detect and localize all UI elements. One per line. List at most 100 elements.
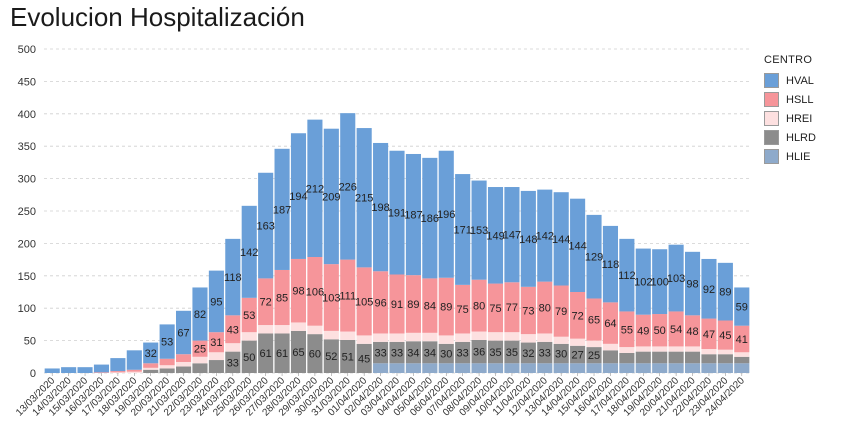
data-label-hlrd: 51	[342, 351, 354, 363]
data-label-hval: 186	[421, 213, 439, 225]
bar-hsll	[208, 332, 224, 353]
bar-hlie	[668, 363, 684, 373]
data-label-hsll: 84	[424, 301, 436, 313]
data-label-hval: 95	[210, 296, 222, 308]
bar-hsll	[356, 267, 372, 336]
legend: CENTRO HVAL HSLL HREI HLRD HLIE	[764, 54, 816, 166]
data-label-hlrd: 52	[325, 351, 337, 363]
bar-hsll	[126, 369, 142, 372]
bar-hsll	[734, 325, 750, 353]
bar-hlrd	[734, 356, 750, 364]
legend-item-hrei: HREI	[764, 109, 816, 128]
bar-hrei	[192, 356, 208, 364]
data-label-hval: 98	[686, 279, 698, 291]
bar-hlrd	[225, 351, 241, 373]
bar-hlie	[487, 363, 504, 373]
bar-hval	[635, 248, 651, 315]
bar-hlie	[405, 363, 421, 373]
bar-hlrd	[307, 334, 323, 373]
legend-item-hval: HVAL	[764, 71, 816, 90]
bar-hval	[274, 148, 290, 270]
data-label-hsll: 103	[322, 293, 340, 305]
bar-hsll	[405, 275, 421, 333]
bar-hsll	[455, 284, 471, 334]
data-label-hval: 59	[736, 302, 748, 314]
bar-hlrd	[438, 343, 454, 364]
bar-hlie	[635, 363, 651, 373]
bar-hval	[290, 133, 307, 259]
data-label-hsll: 75	[489, 303, 501, 315]
bar-hval	[225, 238, 241, 316]
data-label-hval: 118	[602, 259, 620, 271]
data-label-hsll: 55	[621, 324, 633, 336]
bar-hsll	[684, 315, 701, 347]
bar-hlrd	[520, 342, 536, 364]
bar-hrei	[471, 331, 487, 340]
bar-hlrd	[159, 368, 175, 373]
bar-hsll	[635, 314, 651, 347]
bar-hlie	[422, 363, 438, 373]
bar-hlie	[537, 363, 553, 373]
data-label-hlrd: 25	[588, 350, 600, 362]
x-axis: 13/03/202014/03/202015/03/202016/03/2020…	[14, 373, 747, 419]
bar-hlie	[684, 363, 701, 373]
data-label-hval: 118	[224, 272, 242, 284]
bar-hlrd	[290, 330, 307, 373]
bar-hrei	[290, 322, 307, 331]
data-label-hval: 191	[388, 208, 406, 220]
bar-hsll	[553, 285, 569, 337]
bar-hval	[258, 172, 274, 279]
data-label-hval: 102	[634, 277, 652, 289]
bar-hval	[159, 324, 175, 359]
bar-hval	[734, 287, 750, 326]
bar-hrei	[274, 325, 290, 334]
bar-hrei	[258, 325, 274, 334]
data-label-hval: 100	[651, 277, 669, 289]
bar-hrei	[356, 335, 372, 344]
bar-hlrd	[356, 343, 372, 373]
y-tick-label: 0	[30, 368, 36, 380]
legend-swatch	[764, 130, 779, 145]
bar-hlrd	[422, 341, 438, 364]
bar-hval	[143, 342, 159, 364]
legend-item-hsll: HSLL	[764, 90, 816, 109]
bar-hlrd	[684, 351, 701, 364]
data-label-hsll: 25	[194, 344, 206, 356]
bar-hlie	[438, 363, 454, 373]
data-label-hlrd: 30	[555, 349, 567, 361]
data-label-hval: 92	[703, 284, 715, 296]
y-tick-label: 500	[18, 44, 36, 56]
data-label-hval: 142	[240, 247, 258, 259]
data-label-hsll: 53	[243, 310, 255, 322]
data-label-hval: 196	[437, 209, 455, 221]
bar-hlrd	[192, 363, 208, 373]
bar-hlrd	[635, 351, 651, 364]
legend-label: HLIE	[786, 150, 811, 163]
bar-hsll	[602, 302, 618, 344]
bar-hlrd	[553, 343, 569, 364]
bar-hrei	[668, 346, 684, 352]
bar-hsll	[487, 283, 504, 333]
data-label-hsll: 31	[210, 337, 222, 349]
y-tick-label: 350	[18, 141, 36, 153]
y-tick-label: 300	[18, 174, 36, 186]
bar-hlrd	[323, 339, 339, 373]
bar-hrei	[208, 352, 224, 361]
bar-hlrd	[602, 350, 618, 364]
bar-hrei	[684, 346, 701, 352]
bar-hsll	[258, 278, 274, 326]
bar-hlrd	[389, 341, 405, 364]
data-label-hval: 112	[618, 270, 636, 282]
data-label-hlrd: 61	[260, 348, 272, 360]
bar-hrei	[307, 325, 323, 335]
legend-swatch	[764, 149, 779, 164]
bar-hsll	[668, 311, 684, 347]
bar-hval	[77, 367, 93, 373]
bar-hlie	[455, 363, 471, 373]
data-label-hsll: 43	[227, 324, 239, 336]
data-label-hval: 215	[355, 193, 373, 205]
bar-hrei	[176, 361, 192, 367]
data-label-hsll: 96	[374, 297, 386, 309]
bar-hsll	[110, 371, 126, 373]
data-label-hsll: 75	[457, 304, 469, 316]
